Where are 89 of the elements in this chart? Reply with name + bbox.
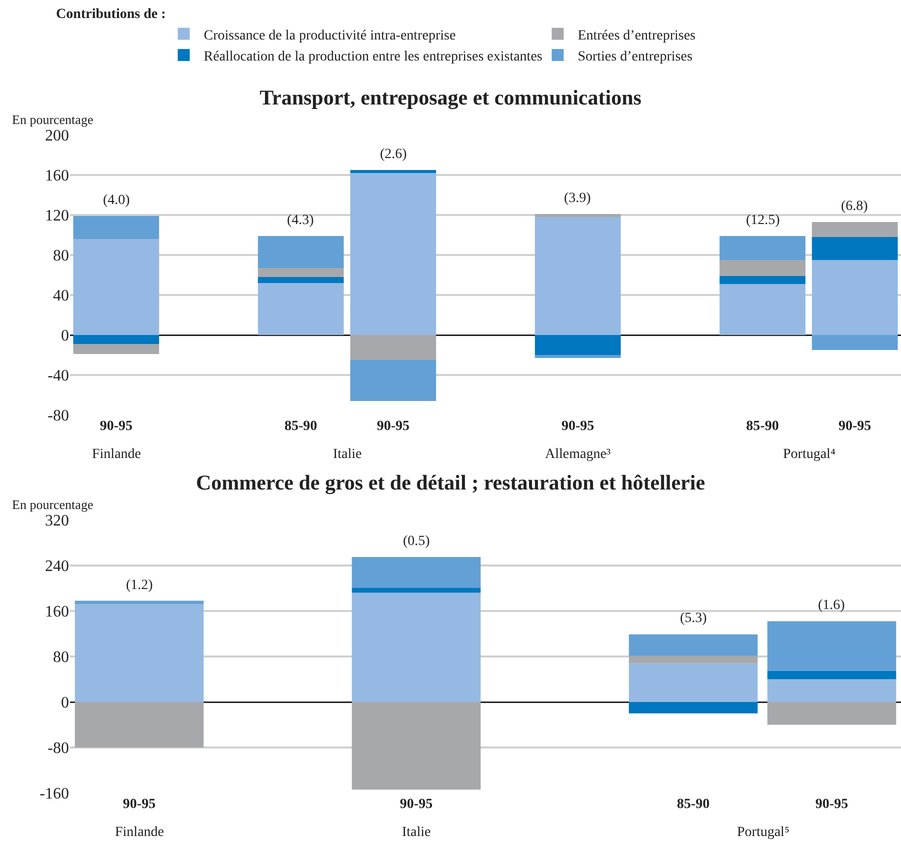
bar bbox=[628, 634, 758, 656]
y-tick-label: -40 bbox=[48, 368, 69, 385]
bar bbox=[628, 702, 758, 714]
bar bbox=[812, 237, 898, 260]
bar bbox=[812, 260, 898, 335]
bar bbox=[534, 217, 621, 335]
bar bbox=[812, 335, 898, 350]
x-tick-label: 85-90 bbox=[746, 419, 779, 434]
y-tick-label: 320 bbox=[45, 512, 69, 530]
y-tick-label: 160 bbox=[45, 604, 69, 621]
x-tick-label: 85-90 bbox=[284, 419, 318, 434]
bar bbox=[350, 335, 436, 360]
text: Italie bbox=[402, 825, 431, 840]
annotation: (3.9) bbox=[564, 191, 592, 206]
bar bbox=[534, 335, 621, 355]
bar bbox=[73, 344, 160, 354]
annotation: (4.3) bbox=[287, 213, 314, 228]
y-tick-label: 120 bbox=[45, 208, 69, 225]
bar bbox=[74, 702, 204, 748]
bar bbox=[74, 604, 204, 702]
bar bbox=[352, 592, 481, 702]
y-tick-label: 0 bbox=[61, 328, 69, 345]
annotation: (4.0) bbox=[103, 193, 130, 208]
bar bbox=[350, 170, 436, 173]
text: Finlande bbox=[92, 447, 141, 462]
legend-title: Contributions de : bbox=[56, 7, 166, 22]
y-axis-title: En pourcentage bbox=[12, 112, 94, 127]
y-tick-label: 80 bbox=[53, 248, 69, 265]
x-tick-label: 85-90 bbox=[676, 797, 710, 812]
text: Allemagne³ bbox=[545, 447, 611, 462]
bar bbox=[628, 663, 758, 702]
bar bbox=[258, 236, 344, 268]
annotation: (6.8) bbox=[841, 199, 868, 214]
bar bbox=[812, 222, 898, 237]
bar bbox=[73, 239, 160, 335]
bar bbox=[350, 360, 436, 401]
y-tick-label: 240 bbox=[45, 558, 69, 576]
bar bbox=[352, 702, 481, 790]
bar bbox=[352, 556, 481, 588]
bar bbox=[767, 679, 896, 702]
x-tick-label: 90-95 bbox=[400, 797, 433, 812]
y-tick-label: 80 bbox=[53, 649, 69, 666]
x-tick-label: 90-95 bbox=[838, 419, 872, 434]
x-tick-label: 90-95 bbox=[815, 797, 848, 812]
bar bbox=[720, 260, 806, 276]
x-tick-label: 90-95 bbox=[561, 419, 594, 434]
bar bbox=[534, 355, 621, 358]
legend-label: Entrées d’entreprises bbox=[578, 28, 696, 44]
bar bbox=[73, 335, 160, 344]
bar bbox=[352, 588, 481, 593]
chart-title: Transport, entreposage et communications bbox=[260, 85, 642, 110]
text: Finlande bbox=[115, 825, 164, 840]
chart-title: Commerce de gros et de détail ; restauration et hôtellerie bbox=[196, 470, 706, 494]
bar bbox=[720, 236, 806, 260]
legend-label: Réallocation de la production entre les entreprises existantes bbox=[204, 49, 542, 64]
x-tick-label: 90-95 bbox=[376, 419, 410, 434]
y-axis-title: En pourcentage bbox=[12, 497, 94, 512]
bar bbox=[767, 702, 896, 725]
text: Portugal⁵ bbox=[737, 825, 790, 840]
x-tick-label: 90-95 bbox=[100, 419, 133, 434]
bar bbox=[258, 277, 344, 283]
annotation: (2.6) bbox=[380, 147, 408, 162]
annotation: (5.3) bbox=[680, 611, 708, 626]
y-tick-label: -80 bbox=[48, 408, 69, 425]
annotation: (1.2) bbox=[126, 578, 154, 593]
y-tick-label: 200 bbox=[45, 128, 69, 145]
bar bbox=[767, 621, 896, 671]
bar bbox=[258, 283, 344, 335]
y-tick-label: 40 bbox=[53, 288, 69, 305]
bar bbox=[534, 214, 621, 217]
bar bbox=[350, 173, 436, 335]
x-tick-label: 90-95 bbox=[122, 797, 156, 812]
text: Portugal⁴ bbox=[783, 447, 836, 462]
y-tick-label: 160 bbox=[45, 168, 69, 185]
legend-label: Croissance de la productivité intra-entreprise bbox=[204, 28, 456, 44]
annotation: (0.5) bbox=[403, 534, 430, 549]
text: Italie bbox=[333, 447, 362, 462]
annotation: (12.5) bbox=[746, 213, 780, 228]
bar bbox=[628, 656, 758, 664]
y-tick-label: -160 bbox=[40, 786, 69, 803]
bar bbox=[258, 268, 344, 277]
y-tick-label: -80 bbox=[48, 740, 69, 758]
legend-label: Sorties d’entreprises bbox=[578, 49, 692, 64]
bar bbox=[720, 284, 806, 335]
y-tick-label: 0 bbox=[61, 694, 69, 712]
bar bbox=[767, 670, 896, 680]
annotation: (1.6) bbox=[818, 598, 846, 613]
bar bbox=[73, 216, 160, 239]
bar bbox=[720, 276, 806, 284]
